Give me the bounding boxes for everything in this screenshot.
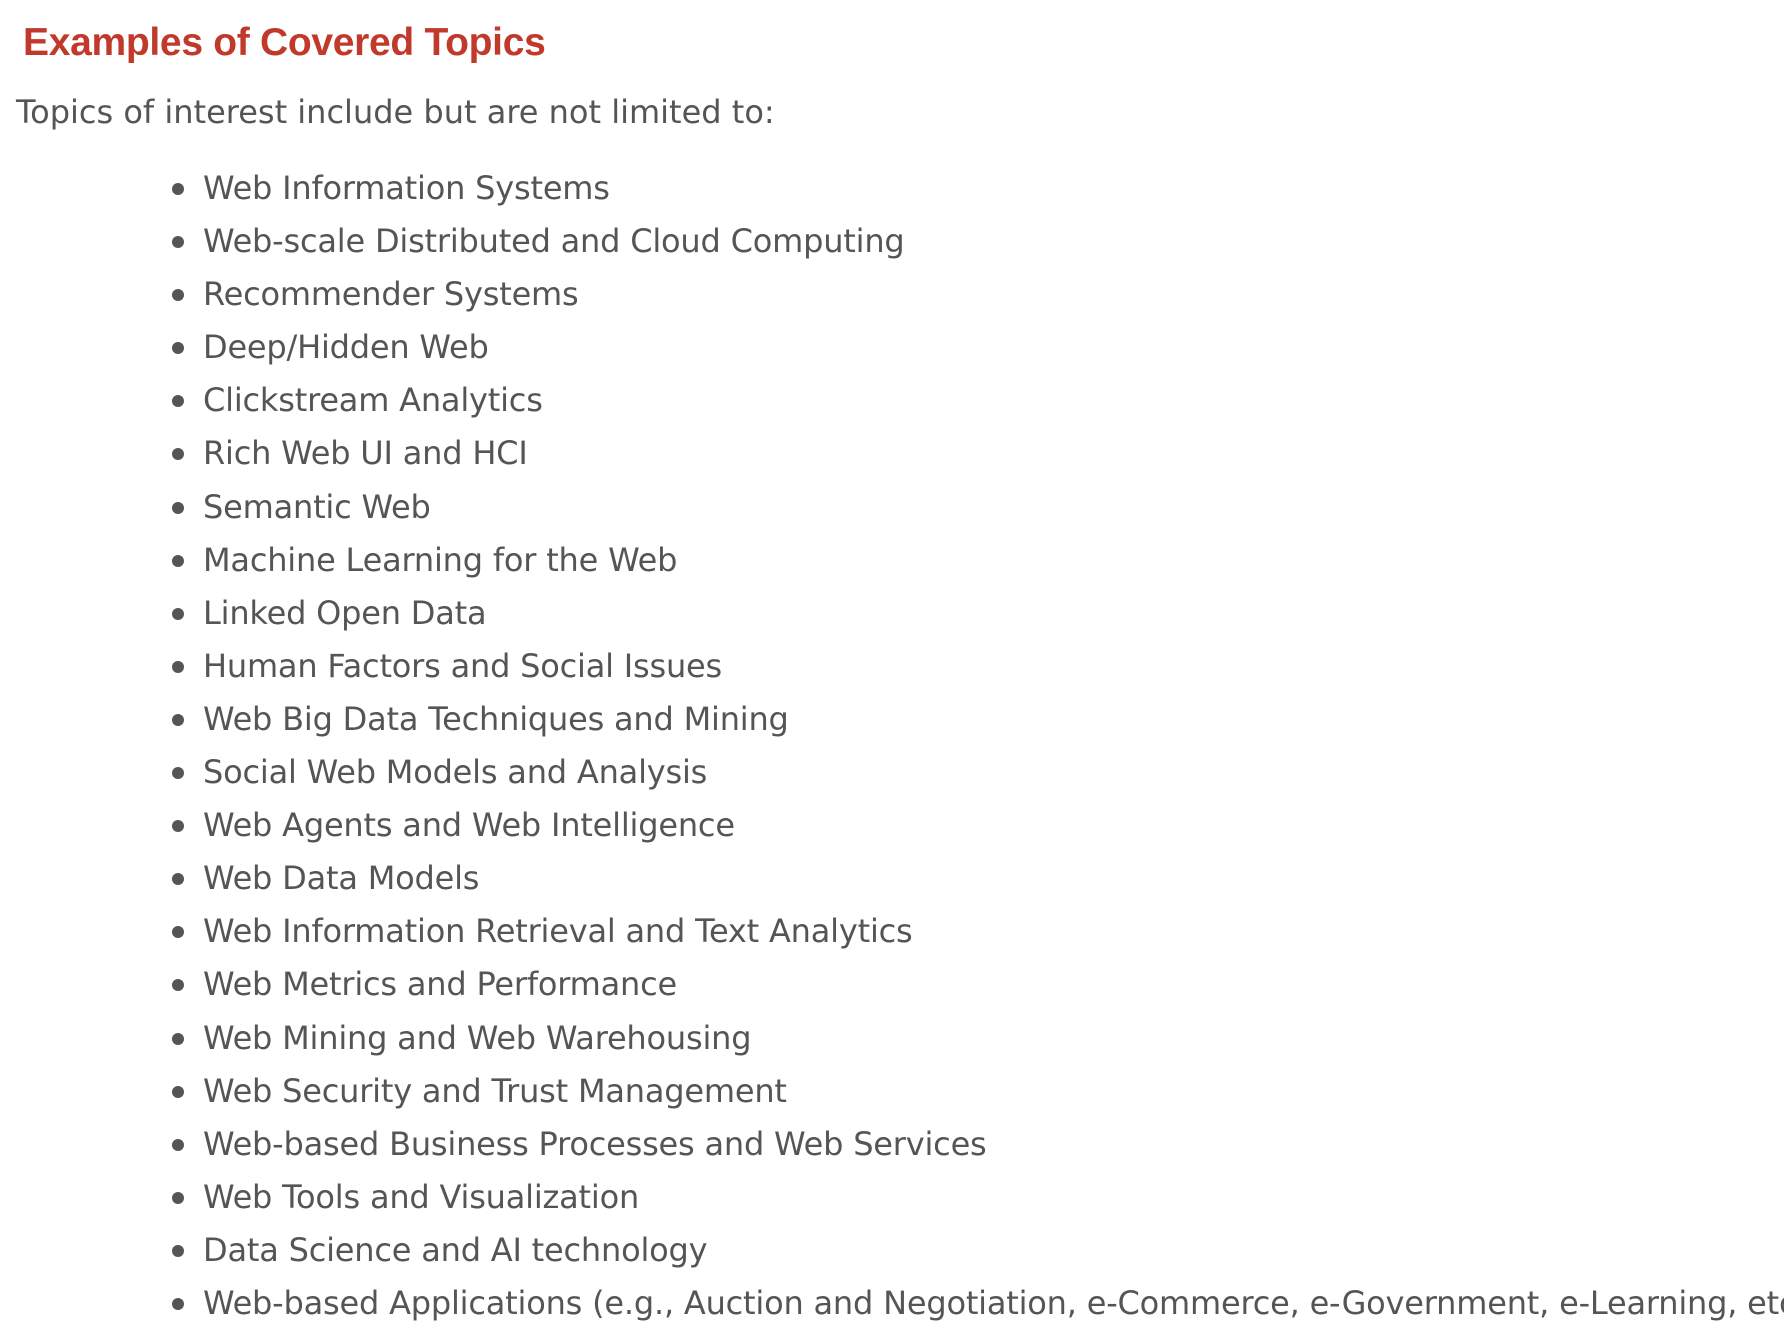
bullet-dot-icon: [172, 1032, 184, 1045]
list-item-label: Human Factors and Social Issues: [203, 646, 723, 685]
bullet-dot-icon: [172, 1244, 184, 1257]
list-item: Web Information Retrieval and Text Analy…: [0, 905, 1784, 958]
list-item: Human Factors and Social Issues: [0, 640, 1784, 693]
list-item: Web Mining and Web Warehousing: [0, 1012, 1784, 1065]
bullet-dot-icon: [172, 926, 184, 939]
topic-list: Web Information Systems Web-scale Distrib…: [0, 162, 1784, 1330]
list-item-label: Rich Web UI and HCI: [203, 434, 528, 473]
list-item-label: Recommender Systems: [203, 275, 579, 314]
bullet-dot-icon: [172, 289, 184, 302]
bullet-dot-icon: [172, 236, 184, 249]
bullet-dot-icon: [172, 501, 184, 514]
list-item-label: Clickstream Analytics: [203, 381, 543, 420]
list-item: Rich Web UI and HCI: [0, 427, 1784, 480]
list-item: Data Science and AI technology: [0, 1224, 1784, 1277]
list-item: Web-based Business Processes and Web Ser…: [0, 1118, 1784, 1171]
bullet-dot-icon: [172, 1297, 184, 1310]
list-item: Deep/Hidden Web: [0, 321, 1784, 374]
list-item: Web-based Applications (e.g., Auction an…: [0, 1277, 1784, 1330]
bullet-dot-icon: [172, 873, 184, 886]
list-item-label: Web-based Business Processes and Web Ser…: [203, 1124, 987, 1163]
bullet-dot-icon: [172, 1191, 184, 1204]
list-item: Clickstream Analytics: [0, 374, 1784, 427]
bullet-dot-icon: [172, 767, 184, 780]
list-item: Linked Open Data: [0, 587, 1784, 640]
list-item-label: Deep/Hidden Web: [203, 328, 489, 367]
bullet-dot-icon: [172, 342, 184, 355]
bullet-dot-icon: [172, 820, 184, 833]
list-item-label: Social Web Models and Analysis: [203, 753, 708, 792]
list-item: Web Information Systems: [0, 162, 1784, 215]
list-item-label: Web Security and Trust Management: [203, 1071, 787, 1110]
list-item-label: Web Mining and Web Warehousing: [203, 1018, 752, 1057]
list-item: Web Big Data Techniques and Mining: [0, 693, 1784, 746]
list-item-label: Machine Learning for the Web: [203, 540, 678, 579]
list-item: Social Web Models and Analysis: [0, 746, 1784, 799]
list-item: Web Agents and Web Intelligence: [0, 799, 1784, 852]
list-item: Web Security and Trust Management: [0, 1065, 1784, 1118]
bullet-dot-icon: [172, 713, 184, 726]
list-item-label: Web Data Models: [203, 859, 480, 898]
list-item: Recommender Systems: [0, 268, 1784, 321]
bullet-dot-icon: [172, 979, 184, 992]
list-item-label: Web Big Data Techniques and Mining: [203, 699, 789, 738]
bullet-dot-icon: [172, 448, 184, 461]
section-heading: Examples of Covered Topics: [23, 21, 546, 64]
bullet-dot-icon: [172, 1085, 184, 1098]
list-item-label: Web-based Applications (e.g., Auction an…: [203, 1283, 1784, 1322]
list-item-label: Web Metrics and Performance: [203, 965, 678, 1004]
list-item-label: Web Tools and Visualization: [203, 1177, 640, 1216]
bullet-dot-icon: [172, 1138, 184, 1151]
list-item: Machine Learning for the Web: [0, 534, 1784, 587]
list-item: Web Data Models: [0, 852, 1784, 905]
list-item-label: Web Agents and Web Intelligence: [203, 806, 735, 845]
bullet-dot-icon: [172, 395, 184, 408]
bullet-dot-icon: [172, 660, 184, 673]
bullet-dot-icon: [172, 183, 184, 195]
list-item: Web-scale Distributed and Cloud Computin…: [0, 215, 1784, 268]
list-item-label: Semantic Web: [203, 487, 431, 526]
list-item: Semantic Web: [0, 481, 1784, 534]
section-intro: Topics of interest include but are not l…: [16, 93, 775, 131]
list-item: Web Metrics and Performance: [0, 958, 1784, 1011]
list-item-label: Linked Open Data: [203, 593, 487, 632]
list-item-label: Web Information Retrieval and Text Analy…: [203, 912, 913, 951]
bullet-dot-icon: [172, 554, 184, 567]
list-item: Web Tools and Visualization: [0, 1171, 1784, 1224]
list-item-label: Web-scale Distributed and Cloud Computin…: [203, 222, 905, 261]
list-item-label: Web Information Systems: [203, 169, 610, 207]
list-item-label: Data Science and AI technology: [203, 1230, 708, 1269]
bullet-dot-icon: [172, 607, 184, 620]
